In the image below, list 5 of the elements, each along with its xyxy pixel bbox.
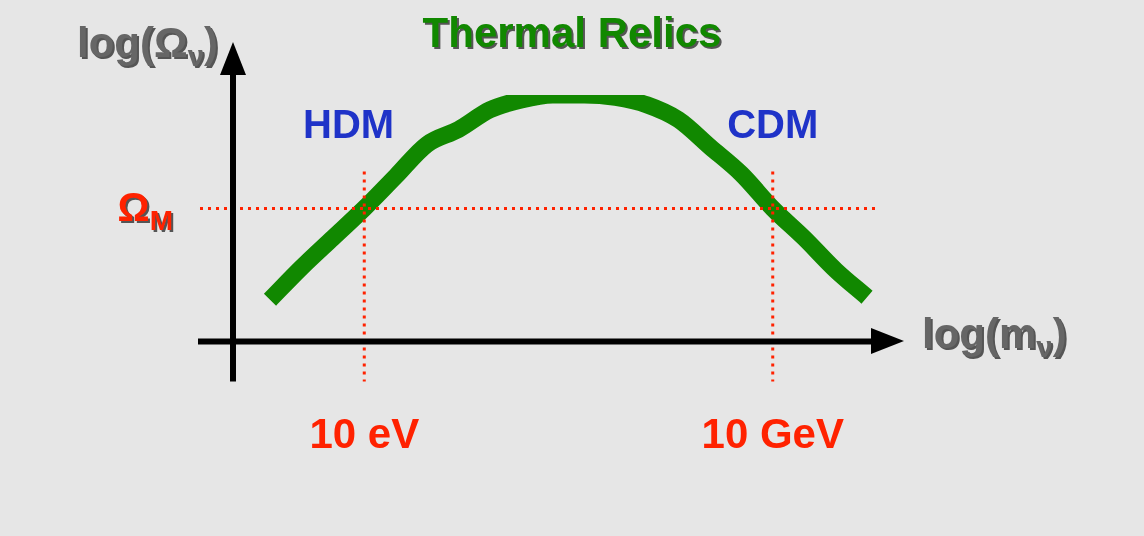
x-tick-label: 10 eV: [309, 410, 420, 458]
x-tick-label: 10 GeV: [701, 410, 844, 458]
annotation: HDM: [303, 102, 395, 147]
annotation: CDM: [727, 102, 819, 147]
chart-title: Thermal Relics: [424, 10, 724, 58]
